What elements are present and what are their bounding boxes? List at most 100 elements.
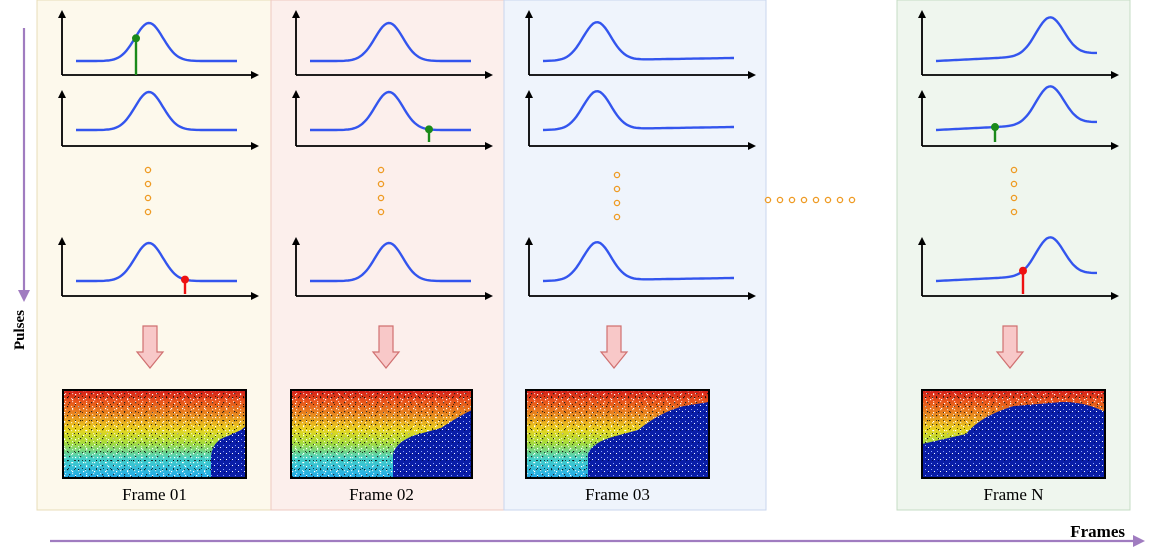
between-frames-ellipsis-dot [776, 196, 784, 204]
pulse-plot [292, 90, 493, 150]
pulse-ellipsis-dot [613, 185, 621, 193]
down-arrow [599, 325, 629, 369]
pulse-curve [542, 240, 734, 283]
between-frames-ellipsis-dot [812, 196, 820, 204]
y-axis-arrowhead [918, 90, 926, 98]
pulses-label: Pulses [12, 310, 28, 350]
depth-image-border [290, 389, 473, 479]
frame-label: Frame 03 [585, 485, 650, 504]
depth-image [63, 390, 246, 478]
pulse-ellipsis-dot [144, 208, 152, 216]
pulse-curve [542, 20, 734, 63]
frames-arrowhead [1133, 535, 1145, 547]
frame-column: Frame 01 [58, 10, 259, 504]
x-axis-arrowhead [748, 71, 756, 79]
pulse-ellipsis-dot [613, 213, 621, 221]
x-axis-arrowhead [485, 142, 493, 150]
y-axis-arrowhead [918, 10, 926, 18]
between-frames-ellipsis [764, 196, 856, 204]
x-axis-arrowhead [485, 71, 493, 79]
pulse-ellipsis-dot [1010, 194, 1018, 202]
down-arrow [995, 325, 1025, 369]
depth-image-border [525, 389, 710, 479]
x-axis-arrowhead [748, 142, 756, 150]
y-axis-arrowhead [292, 237, 300, 245]
car-silhouette-noise [211, 426, 246, 478]
y-axis-arrowhead [525, 10, 533, 18]
pulse-ellipsis-dot [1010, 208, 1018, 216]
x-axis-arrowhead [251, 71, 259, 79]
pulse-plot [58, 237, 259, 300]
pulse-ellipsis-dot [1010, 166, 1018, 174]
pulses-arrowhead [18, 290, 30, 302]
between-frames-ellipsis-dot [848, 196, 856, 204]
depth-image [922, 390, 1105, 478]
pulse-plot [292, 237, 493, 300]
pulse-marker-head [181, 275, 189, 284]
pulse-ellipsis-dot [144, 180, 152, 188]
between-frames-ellipsis-dot [764, 196, 772, 204]
frames-label: Frames [1070, 522, 1125, 541]
pulse-ellipsis-dot [613, 199, 621, 207]
between-frames-ellipsis-dot [836, 196, 844, 204]
pulse-ellipsis-dot [144, 194, 152, 202]
car-silhouette-noise [393, 410, 472, 478]
frame-label: Frame 02 [349, 485, 414, 504]
pulse-marker-head [132, 34, 140, 43]
pulse-marker-head [1019, 266, 1027, 275]
down-arrow [135, 325, 165, 369]
pulse-curve [542, 89, 734, 132]
pulse-plot [58, 10, 259, 79]
pulse-plot [918, 85, 1119, 150]
frame-column: Frame N [918, 10, 1119, 504]
pulse-marker-head [991, 123, 999, 132]
pulse-plot [292, 10, 493, 79]
pulse-ellipsis-dot [613, 171, 621, 179]
frames-axis: Frames [50, 522, 1145, 547]
pulse-plot [525, 237, 756, 300]
pulse-ellipsis-dot [1010, 180, 1018, 188]
pulse-plot [525, 89, 756, 150]
frame-label: Frame 01 [122, 485, 187, 504]
pulse-plot [918, 236, 1119, 300]
x-axis-arrowhead [251, 292, 259, 300]
y-axis-arrowhead [525, 237, 533, 245]
y-axis-arrowhead [58, 237, 66, 245]
car-silhouette-noise [922, 402, 1105, 478]
frame-label: Frame N [984, 485, 1044, 504]
pulse-marker-head [425, 125, 433, 134]
depth-image-border [921, 389, 1106, 479]
between-frames-ellipsis-dot [800, 196, 808, 204]
x-axis-arrowhead [1111, 71, 1119, 79]
pulse-curve [76, 21, 237, 63]
depth-image [526, 390, 709, 478]
down-arrow [371, 325, 401, 369]
pulse-ellipsis-dot [377, 208, 385, 216]
between-frames-ellipsis-dot [788, 196, 796, 204]
pulse-ellipsis-dot [377, 194, 385, 202]
pulses-axis: Pulses [12, 28, 30, 350]
pulse-ellipsis-dot [144, 166, 152, 174]
frame-column: Frame 02 [290, 10, 493, 504]
pulse-curve [310, 241, 471, 283]
pulse-curve [310, 90, 471, 132]
pulse-plot [525, 10, 756, 79]
between-frames-ellipsis-dot [824, 196, 832, 204]
pulse-curve [76, 90, 237, 132]
pulse-curve [935, 236, 1097, 283]
y-axis-arrowhead [58, 10, 66, 18]
x-axis-arrowhead [1111, 142, 1119, 150]
car-silhouette-noise [588, 402, 709, 478]
depth-image [291, 390, 472, 478]
pulse-plot [58, 90, 259, 150]
frame-column: Frame 03 [525, 10, 756, 504]
pulse-curve [76, 241, 237, 283]
y-axis-arrowhead [292, 10, 300, 18]
y-axis-arrowhead [525, 90, 533, 98]
x-axis-arrowhead [485, 292, 493, 300]
x-axis-arrowhead [251, 142, 259, 150]
y-axis-arrowhead [918, 237, 926, 245]
pulse-plot [918, 10, 1119, 79]
y-axis-arrowhead [58, 90, 66, 98]
